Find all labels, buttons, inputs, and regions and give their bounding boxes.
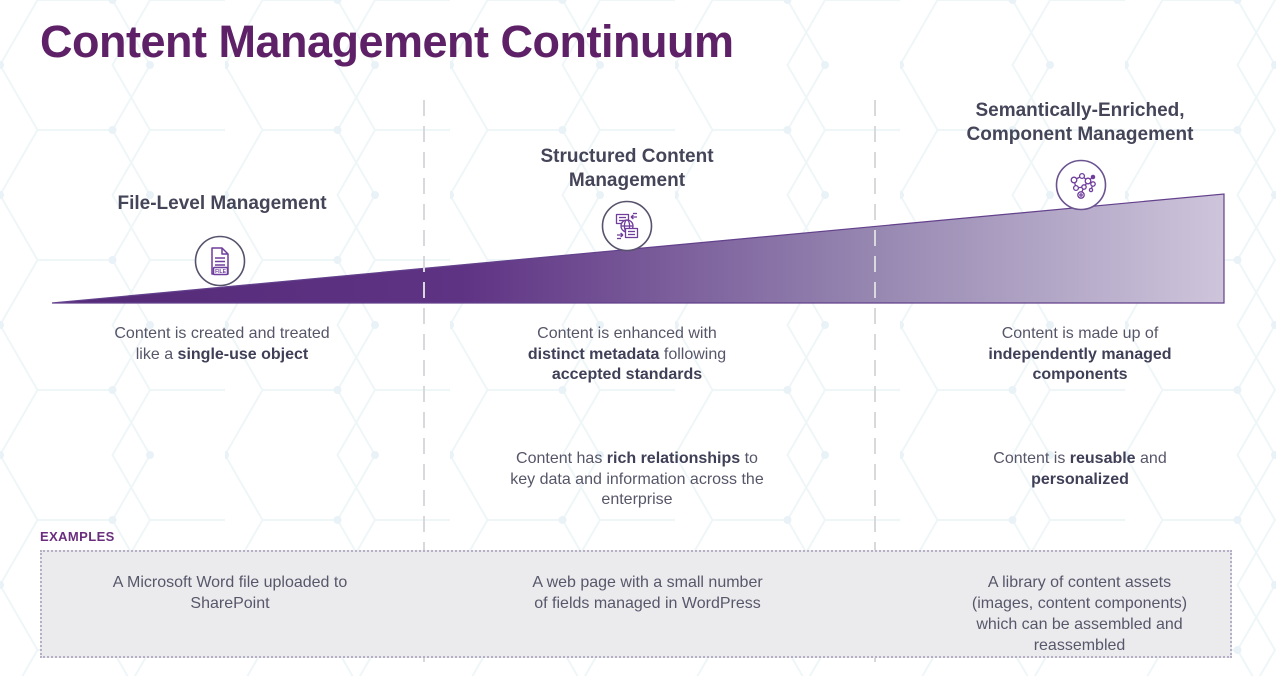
- column-divider-1: [423, 100, 425, 666]
- column-heading-structured: Structured Content Management: [540, 146, 714, 191]
- description-structured-1: Content is enhanced with distinct metadat…: [527, 325, 727, 383]
- structured-content-icon: [601, 200, 653, 252]
- examples-section-label: EXAMPLES: [40, 529, 115, 544]
- file-icon: FILE: [194, 235, 246, 287]
- description-file-level-1: Content is created and treated like a sin…: [114, 325, 330, 363]
- column-heading-file-level: File-Level Management: [117, 193, 327, 214]
- example-file-level: A Microsoft Word file uploaded to SharePo…: [112, 574, 348, 612]
- page-title: Content Management Continuum: [40, 16, 734, 67]
- example-structured: A web page with a small number of fields …: [532, 574, 763, 612]
- svg-text:FILE: FILE: [215, 269, 226, 275]
- semantic-network-icon: [1055, 159, 1107, 211]
- column-heading-semantic: Semantically-Enriched, Component Managem…: [966, 100, 1194, 145]
- description-semantic-1: Content is made up of independently manag…: [988, 325, 1172, 383]
- example-semantic: A library of content assets (images, cont…: [971, 574, 1188, 654]
- description-structured-2: Content has rich relationships to key dat…: [510, 450, 764, 508]
- column-divider-2: [874, 100, 876, 666]
- description-semantic-2: Content is reusable and personalized: [993, 450, 1167, 488]
- examples-box: [40, 550, 1232, 658]
